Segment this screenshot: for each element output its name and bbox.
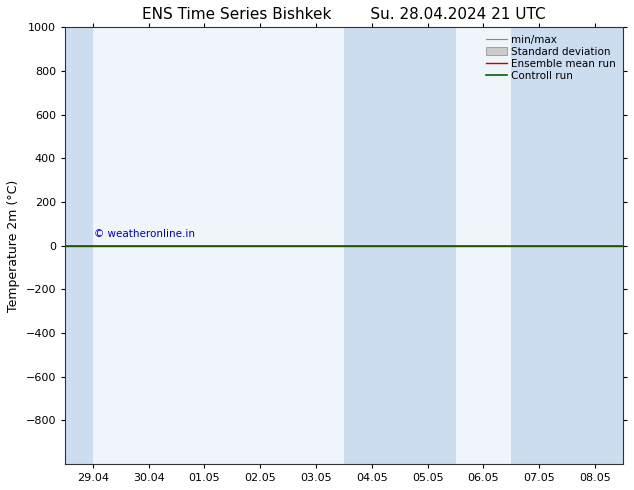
- Text: © weatheronline.in: © weatheronline.in: [94, 229, 195, 239]
- Title: ENS Time Series Bishkek        Su. 28.04.2024 21 UTC: ENS Time Series Bishkek Su. 28.04.2024 2…: [142, 7, 546, 22]
- Bar: [511, 27, 623, 464]
- Bar: [65, 27, 93, 464]
- Y-axis label: Temperature 2m (°C): Temperature 2m (°C): [7, 179, 20, 312]
- Bar: [344, 27, 456, 464]
- Legend: min/max, Standard deviation, Ensemble mean run, Controll run: min/max, Standard deviation, Ensemble me…: [484, 32, 618, 83]
